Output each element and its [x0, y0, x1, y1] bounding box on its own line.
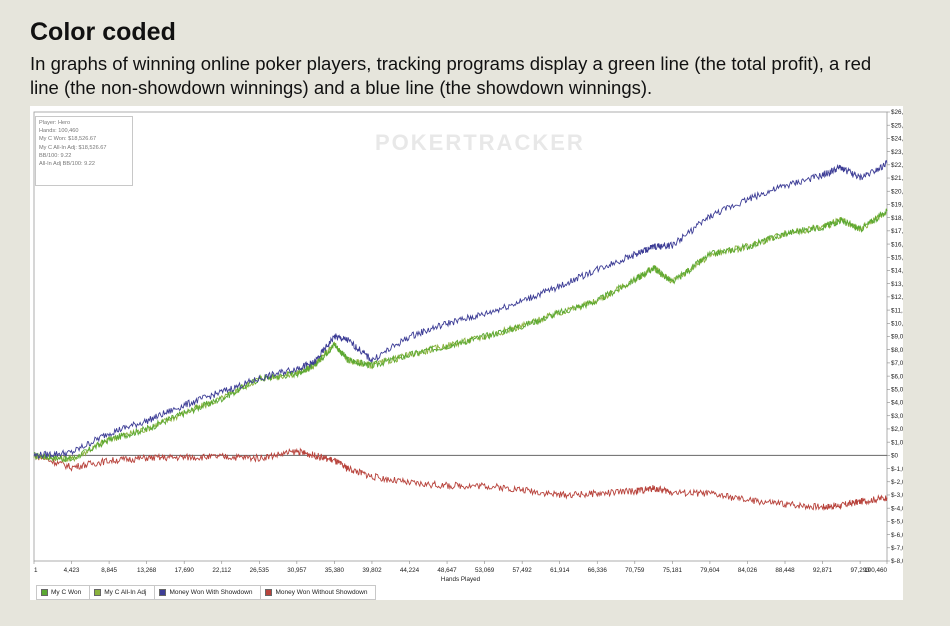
legend-swatch — [41, 589, 48, 596]
y-tick-label: $3,000 — [891, 413, 903, 420]
x-tick-label: 35,380 — [325, 567, 345, 574]
y-tick-label: $14,000 — [891, 268, 903, 275]
y-tick-label: $4,000 — [891, 400, 903, 407]
series-line-money-won-with-showdown — [33, 159, 888, 459]
y-tick-label: $9,000 — [891, 334, 903, 341]
x-tick-label: 4,423 — [64, 567, 80, 574]
y-tick-label: $0 — [891, 453, 899, 460]
legend-swatch — [265, 589, 273, 596]
legend-item[interactable]: My C All-In Adj — [90, 586, 156, 599]
series-line-my-c-won — [33, 208, 888, 463]
y-tick-label: $-7,000 — [891, 545, 903, 552]
y-tick-label: $-1,000 — [891, 466, 903, 473]
y-tick-label: $-2,000 — [891, 479, 903, 486]
x-tick-label: 88,448 — [775, 567, 795, 574]
chart-legend: My C Won My C All-In Adj Money Won With … — [36, 585, 377, 600]
x-tick-label: 57,492 — [513, 567, 533, 574]
legend-label: My C All-In Adj — [104, 589, 147, 596]
legend-label: Money Won With Showdown — [169, 589, 253, 596]
y-tick-label: $23,000 — [891, 149, 903, 156]
info-line: All-In Adj BB/100: 9.22 — [39, 161, 95, 168]
legend-swatch — [94, 589, 102, 596]
watermark-logo: POKERTRACKER — [375, 130, 585, 155]
x-tick-label: 22,112 — [212, 567, 231, 574]
y-tick-label: $-4,000 — [891, 505, 903, 512]
y-tick-label: $10,000 — [891, 320, 903, 327]
info-line: Hands: 100,460 — [39, 128, 79, 135]
info-line: Player: Hero — [39, 120, 71, 126]
x-tick-label: 26,535 — [250, 567, 270, 574]
y-tick-label: $2,000 — [891, 426, 903, 433]
y-tick-label: $6,000 — [891, 373, 903, 380]
article-title: Color coded — [30, 18, 176, 46]
y-tick-label: $7,000 — [891, 360, 903, 367]
x-tick-label: 1 — [34, 567, 38, 574]
y-tick-label: $15,000 — [891, 254, 903, 261]
y-tick-label: $-5,000 — [891, 519, 903, 526]
x-tick-label: 79,604 — [700, 567, 720, 574]
y-tick-label: $16,000 — [891, 241, 903, 248]
y-tick-label: $17,000 — [891, 228, 903, 235]
y-tick-label: $26,000 — [891, 109, 903, 116]
y-tick-label: $13,000 — [891, 281, 903, 288]
x-tick-label: 97,293 — [850, 567, 870, 574]
x-tick-label: 84,026 — [738, 567, 758, 574]
chart-panel: $26,000 $25,000 $24,000 $23,000 $22,000 $21,0… — [30, 106, 903, 600]
poker-graph: $26,000 $25,000 $24,000 $23,000 $22,000 $21,0… — [33, 109, 903, 583]
legend-label: Money Won Without Showdown — [275, 589, 368, 596]
y-tick-label: $25,000 — [891, 122, 903, 129]
y-tick-label: $22,000 — [891, 162, 903, 169]
x-tick-label: 75,181 — [663, 567, 683, 574]
x-tick-label: 100,460 — [864, 567, 887, 574]
x-tick-label: 61,914 — [550, 567, 570, 574]
y-tick-label: $24,000 — [891, 136, 903, 143]
series-line-money-won-without-showdown — [33, 447, 888, 511]
info-line: BB/100: 9.22 — [39, 152, 72, 159]
info-line: My C All-In Adj: $18,526.67 — [39, 144, 107, 151]
y-tick-label: $21,000 — [891, 175, 903, 182]
article-subtitle: In graphs of winning online poker player… — [30, 53, 872, 98]
y-tick-label: $12,000 — [891, 294, 903, 301]
legend-swatch — [159, 589, 167, 596]
stats-info-box: Player: Hero Hands: 100,460 My C Won: $1… — [35, 116, 133, 186]
x-tick-label: 70,759 — [625, 567, 645, 574]
x-tick-label: 66,336 — [588, 567, 608, 574]
x-tick-label: 13,268 — [137, 567, 157, 574]
y-tick-label: $11,000 — [891, 307, 903, 314]
y-tick-label: $20,000 — [891, 188, 903, 195]
info-line: My C Won: $18,526.67 — [39, 136, 97, 143]
x-tick-label: 17,690 — [175, 567, 195, 574]
y-tick-label: $8,000 — [891, 347, 903, 354]
legend-item[interactable]: My C Won — [37, 586, 91, 599]
plot-frame — [33, 111, 888, 562]
x-tick-label: 8,845 — [101, 567, 117, 574]
x-tick-label: 44,224 — [400, 567, 420, 574]
y-tick-label: $-6,000 — [891, 532, 903, 539]
x-tick-label: 30,957 — [287, 567, 307, 574]
legend-item[interactable]: Money Won Without Showdown — [261, 586, 375, 599]
x-tick-label: 39,802 — [362, 567, 382, 574]
y-tick-label: $19,000 — [891, 202, 903, 209]
x-axis-label: Hands Played — [441, 576, 481, 583]
y-tick-label: $5,000 — [891, 387, 903, 394]
y-tick-label: $-8,000 — [891, 558, 903, 565]
y-tick-label: $1,000 — [891, 439, 903, 446]
legend-item[interactable]: Money Won With Showdown — [155, 586, 262, 599]
y-tick-label: $18,000 — [891, 215, 903, 222]
legend-label: My C Won — [51, 589, 82, 596]
y-tick-label: $-3,000 — [891, 492, 903, 499]
series-line-my-c-all-in-adj — [33, 208, 888, 464]
x-tick-label: 92,871 — [813, 567, 833, 574]
x-tick-label: 53,069 — [475, 567, 495, 574]
x-tick-label: 48,647 — [437, 567, 457, 574]
